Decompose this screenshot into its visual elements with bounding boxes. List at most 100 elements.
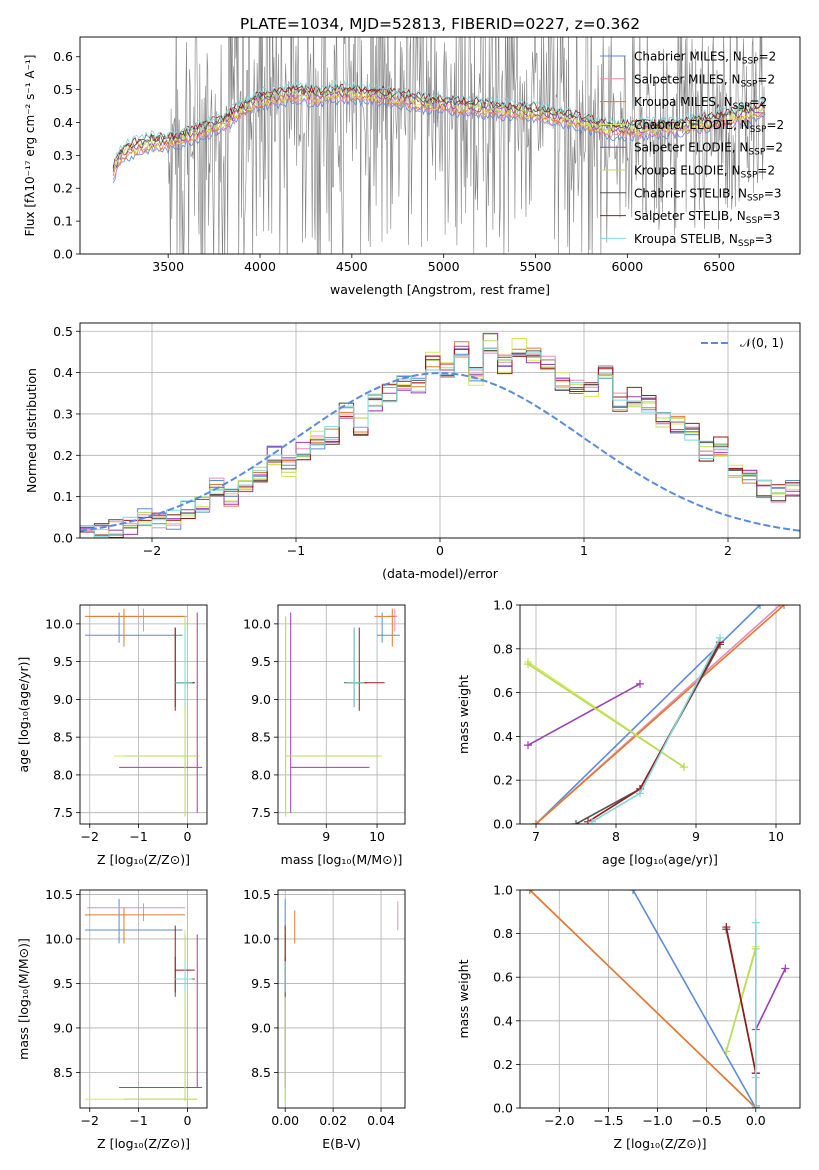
weight-line-chabrier_stelib [575, 644, 721, 824]
y-tick-label: 0.2 [493, 773, 513, 788]
axes-frame [277, 604, 406, 825]
x-axis-label: Z [log₁₀(Z/Z⊙)] [97, 852, 190, 867]
y-tick-label: 0.4 [493, 729, 513, 744]
x-axis-label: wavelength [Angstrom, rest frame] [330, 282, 550, 297]
legend-label-tail: =2 [757, 72, 775, 86]
weight-marker-salpeter_elodie [524, 741, 532, 750]
weight-line-salpeter_elodie [527, 683, 641, 746]
weight-marker-salpeter_elodie [781, 964, 790, 973]
x-tick-label: −1 [129, 1113, 147, 1128]
x-tick-label: 10 [369, 829, 385, 844]
x-tick-label: 2 [724, 543, 732, 558]
panel-residuals: −2 −1 0 1 2 0.0 0.1 0.2 0.3 0.4 0.5 (data-model)/er… [24, 322, 801, 581]
y-tick-label: 0.4 [53, 365, 73, 380]
y-tick-label: 0.3 [53, 406, 73, 421]
x-tick-label: −1.0 [642, 1113, 672, 1128]
y-tick-label: 9.0 [251, 1020, 271, 1035]
x-axis-label: Z [log₁₀(Z/Z⊙)] [97, 1136, 190, 1151]
x-tick-label: −2 [81, 1113, 99, 1128]
y-tick-label: 9.0 [53, 692, 73, 707]
weight-marker-kroupa_stelib [751, 1073, 760, 1082]
plot-area [520, 890, 800, 1108]
y-tick-label: 0.2 [53, 448, 73, 463]
y-tick-label: 10.0 [243, 931, 271, 946]
weight-line-salpeter_elodie [755, 968, 787, 1030]
x-axis-label: (data-model)/error [382, 566, 499, 581]
y-tick-label: 7.5 [53, 805, 73, 820]
weight-line-kroupa_stelib [591, 637, 721, 823]
weight-marker-kroupa_stelib [716, 633, 724, 642]
residual-histogram-salpeter_elodie [80, 332, 800, 535]
y-tick-label: 0.0 [53, 531, 73, 546]
panel-mass_vs_ebv: 0.00 0.02 0.04 8.5 9.0 9.5 10.0 10.5 E(B-V) [243, 887, 406, 1151]
weight-marker-kroupa_stelib [751, 1101, 760, 1108]
y-tick-label: 0.3 [53, 148, 73, 163]
y-tick-label: 9.5 [251, 654, 271, 669]
x-tick-label: 4000 [244, 259, 276, 274]
plot-area [520, 605, 800, 824]
weight-marker-kroupa_elodie [680, 763, 688, 772]
x-axis-label: E(B-V) [322, 1136, 361, 1151]
weight-marker-kroupa_elodie [722, 1047, 731, 1056]
weight-marker-kroupa_stelib [636, 789, 644, 798]
y-tick-label: 0.1 [53, 489, 73, 504]
model-spectrum-line-chabrier_stelib [112, 84, 766, 166]
x-tick-label: 5500 [520, 259, 552, 274]
y-tick-label: 8.0 [53, 767, 73, 782]
y-tick-label: 10.0 [45, 616, 73, 631]
x-tick-label: 8 [612, 829, 620, 844]
residual-histogram-salpeter_miles [80, 352, 800, 531]
plot-area [278, 605, 405, 824]
y-tick-label: 8.5 [251, 730, 271, 745]
x-tick-label: −1 [287, 543, 305, 558]
plot-area [80, 605, 207, 824]
legend-label-tail: =2 [757, 164, 775, 178]
y-tick-label: 10.0 [45, 931, 73, 946]
x-tick-label: 9 [692, 829, 700, 844]
weight-marker-kroupa_miles [525, 890, 534, 894]
observed-spectrum-line [167, 37, 765, 254]
legend-label: Salpeter STELIB, NSSP=3 [634, 209, 780, 226]
x-tick-label: 6000 [611, 259, 643, 274]
legend-label-subscript: SSP [741, 171, 758, 181]
x-tick-label: 0 [183, 829, 191, 844]
legend-label-subscript: SSP [741, 79, 758, 89]
legend-label-tail: =3 [764, 186, 782, 200]
panel-weight_vs_Z: −2.0 −1.5 −1.0 −0.5 0.0 0.0 0.2 0.4 0.6 0.8 1.0 Z [… [456, 883, 801, 1151]
axes-frame [519, 604, 801, 825]
y-tick-label: 0.6 [493, 970, 513, 985]
y-tick-label: 0.0 [493, 817, 513, 832]
x-axis-label: Z [log₁₀(Z/Z⊙)] [614, 1136, 707, 1151]
x-tick-label: 0 [183, 1113, 191, 1128]
weight-line-chabrier_miles [632, 890, 757, 1108]
y-tick-label: 0.2 [493, 1057, 513, 1072]
legend-label-subscript: SSP [738, 239, 755, 249]
x-tick-label: −1.5 [593, 1113, 623, 1128]
y-tick-label: 9.5 [53, 654, 73, 669]
model-spectrum-line-kroupa_miles [112, 92, 766, 177]
y-tick-label: 0.0 [493, 1101, 513, 1116]
y-tick-label: 8.5 [53, 730, 73, 745]
x-tick-label: 5000 [428, 259, 460, 274]
y-tick-label: 10.5 [243, 887, 271, 902]
weight-marker-chabrier_miles [628, 890, 637, 894]
x-tick-label: 9 [322, 829, 330, 844]
weight-marker-kroupa_stelib [751, 918, 760, 927]
y-tick-label: 9.5 [251, 976, 271, 991]
residual-histogram-kroupa_stelib [80, 347, 800, 538]
x-tick-label: 0.00 [271, 1113, 299, 1128]
x-axis-label: age [log₁₀(age/yr)] [602, 852, 718, 867]
y-tick-label: 0.8 [493, 641, 513, 656]
model-spectrum-line-salpeter_miles [112, 93, 766, 181]
axes-frame [79, 36, 801, 255]
y-axis-label: mass weight [456, 959, 471, 1038]
legend-label-subscript: SSP [747, 193, 764, 203]
weight-marker-salpeter_stelib [722, 923, 731, 932]
y-axis-label: age [log₁₀(age/yr)] [16, 657, 31, 773]
plot-area [80, 323, 800, 538]
legend-label-gaussian: 𝒩(0, 1) [740, 336, 784, 350]
y-tick-label: 9.0 [251, 692, 271, 707]
residual-histogram-chabrier_stelib [80, 348, 800, 529]
x-tick-label: 0.0 [746, 1113, 766, 1128]
